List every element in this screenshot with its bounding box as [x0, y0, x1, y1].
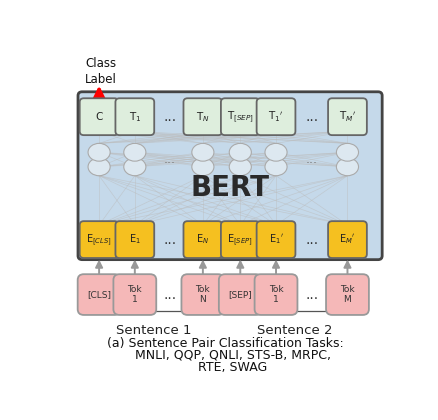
FancyBboxPatch shape — [113, 274, 156, 315]
FancyBboxPatch shape — [183, 221, 222, 258]
Text: ...: ... — [163, 110, 176, 124]
FancyBboxPatch shape — [256, 221, 295, 258]
FancyBboxPatch shape — [183, 98, 222, 135]
Ellipse shape — [229, 143, 251, 161]
Text: (a) Sentence Pair Classification Tasks:: (a) Sentence Pair Classification Tasks: — [106, 336, 343, 349]
Text: ...: ... — [304, 233, 318, 247]
Text: RTE, SWAG: RTE, SWAG — [182, 361, 267, 374]
Ellipse shape — [265, 143, 286, 161]
Text: Class
Label: Class Label — [85, 57, 117, 86]
Text: E$_{[CLS]}$: E$_{[CLS]}$ — [86, 232, 112, 247]
Ellipse shape — [265, 158, 286, 176]
Text: Tok
M: Tok M — [339, 285, 354, 304]
Text: ...: ... — [304, 288, 318, 302]
FancyBboxPatch shape — [115, 221, 154, 258]
Text: E$_N$: E$_N$ — [196, 233, 209, 247]
Text: T$_1$$'$: T$_1$$'$ — [268, 110, 283, 124]
Text: C: C — [95, 112, 102, 122]
Text: T$_N$: T$_N$ — [195, 110, 209, 123]
Text: E$_M$$'$: E$_M$$'$ — [339, 233, 355, 247]
FancyBboxPatch shape — [220, 221, 259, 258]
Text: BERT: BERT — [190, 174, 269, 202]
Text: [SEP]: [SEP] — [228, 290, 251, 299]
Ellipse shape — [191, 158, 213, 176]
FancyBboxPatch shape — [115, 98, 154, 135]
Text: ...: ... — [163, 153, 176, 166]
Text: Tok
1: Tok 1 — [268, 285, 283, 304]
Text: [CLS]: [CLS] — [87, 290, 111, 299]
Ellipse shape — [336, 158, 358, 176]
Text: ...: ... — [305, 153, 317, 166]
Ellipse shape — [336, 143, 358, 161]
FancyBboxPatch shape — [327, 98, 366, 135]
Text: Tok
1: Tok 1 — [127, 285, 142, 304]
Text: Tok
N: Tok N — [195, 285, 210, 304]
Ellipse shape — [124, 143, 145, 161]
FancyBboxPatch shape — [325, 274, 368, 315]
FancyBboxPatch shape — [219, 274, 261, 315]
Ellipse shape — [191, 143, 213, 161]
Ellipse shape — [124, 158, 145, 176]
Text: ...: ... — [163, 288, 176, 302]
Ellipse shape — [229, 158, 251, 176]
FancyBboxPatch shape — [327, 221, 366, 258]
FancyBboxPatch shape — [181, 274, 224, 315]
Text: T$_M$$'$: T$_M$$'$ — [338, 110, 355, 124]
Text: Sentence 2: Sentence 2 — [256, 324, 332, 337]
Text: ...: ... — [163, 233, 176, 247]
FancyBboxPatch shape — [80, 98, 118, 135]
Text: E$_1$$'$: E$_1$$'$ — [268, 233, 283, 247]
FancyBboxPatch shape — [254, 274, 297, 315]
FancyBboxPatch shape — [80, 221, 118, 258]
FancyBboxPatch shape — [78, 92, 381, 260]
FancyBboxPatch shape — [78, 274, 120, 315]
Ellipse shape — [88, 158, 110, 176]
FancyBboxPatch shape — [256, 98, 295, 135]
Text: MNLI, QQP, QNLI, STS-B, MRPC,: MNLI, QQP, QNLI, STS-B, MRPC, — [119, 349, 330, 362]
Text: T$_{[SEP]}$: T$_{[SEP]}$ — [226, 109, 253, 125]
Text: Sentence 1: Sentence 1 — [116, 324, 191, 337]
Ellipse shape — [88, 143, 110, 161]
FancyBboxPatch shape — [220, 98, 259, 135]
Text: E$_1$: E$_1$ — [129, 233, 141, 247]
Text: T$_1$: T$_1$ — [128, 110, 141, 123]
Text: E$_{[SEP]}$: E$_{[SEP]}$ — [227, 232, 253, 247]
Text: ...: ... — [304, 110, 318, 124]
